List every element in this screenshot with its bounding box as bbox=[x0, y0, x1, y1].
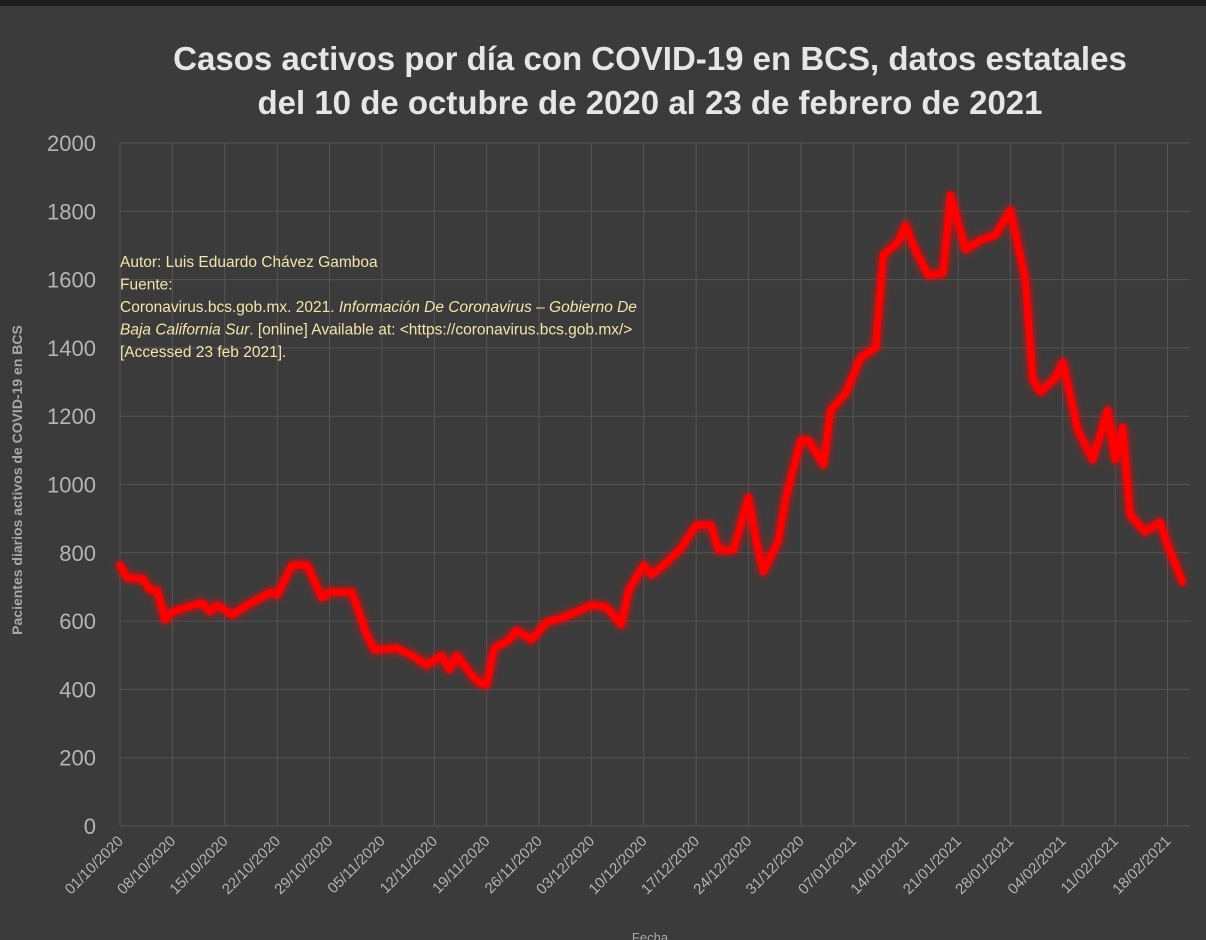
y-tick-label: 1000 bbox=[47, 473, 96, 498]
annotation: Coronavirus.bcs.gob.mx. 2021. Informació… bbox=[120, 299, 637, 316]
annotation-part: . [online] Available at: <https://corona… bbox=[249, 322, 632, 339]
y-tick-label: 1400 bbox=[47, 336, 96, 361]
data-line bbox=[116, 191, 1186, 689]
annotation-part: Información De Coronavirus – Gobierno De bbox=[339, 299, 637, 316]
top-border bbox=[0, 0, 1206, 6]
grid bbox=[119, 142, 1190, 827]
annotation: Baja California Sur. [online] Available … bbox=[120, 322, 632, 339]
y-tick-label: 1600 bbox=[47, 268, 96, 293]
annotation-part: Baja California Sur bbox=[120, 322, 250, 339]
y-tick-label: 2000 bbox=[47, 131, 96, 156]
y-tick-label: 1200 bbox=[47, 404, 96, 429]
annotation-part: Fuente: bbox=[120, 277, 173, 294]
y-tick-label: 800 bbox=[59, 541, 96, 566]
y-tick-label: 0 bbox=[84, 814, 96, 839]
annotation-part: Autor: Luis Eduardo Chávez Gamboa bbox=[120, 254, 378, 271]
x-axis-label: Fecha bbox=[632, 930, 669, 940]
y-tick-label: 400 bbox=[59, 677, 96, 702]
chart-title: Casos activos por día con COVID-19 en BC… bbox=[173, 40, 1127, 77]
annotation-part: [Accessed 23 feb 2021]. bbox=[120, 344, 286, 361]
y-tick-label: 1800 bbox=[47, 199, 96, 224]
annotation: Fuente: bbox=[120, 277, 173, 294]
chart-title: del 10 de octubre de 2020 al 23 de febre… bbox=[257, 84, 1042, 121]
plot bbox=[116, 191, 1186, 689]
y-tick-label: 200 bbox=[59, 746, 96, 771]
annotation: Autor: Luis Eduardo Chávez Gamboa bbox=[120, 254, 378, 271]
annotation-part: Coronavirus.bcs.gob.mx. 2021. bbox=[120, 299, 339, 316]
annotation: [Accessed 23 feb 2021]. bbox=[120, 344, 286, 361]
y-tick-label: 600 bbox=[59, 609, 96, 634]
y-axis-label: Pacientes diarios activos de COVID-19 en… bbox=[9, 325, 25, 635]
